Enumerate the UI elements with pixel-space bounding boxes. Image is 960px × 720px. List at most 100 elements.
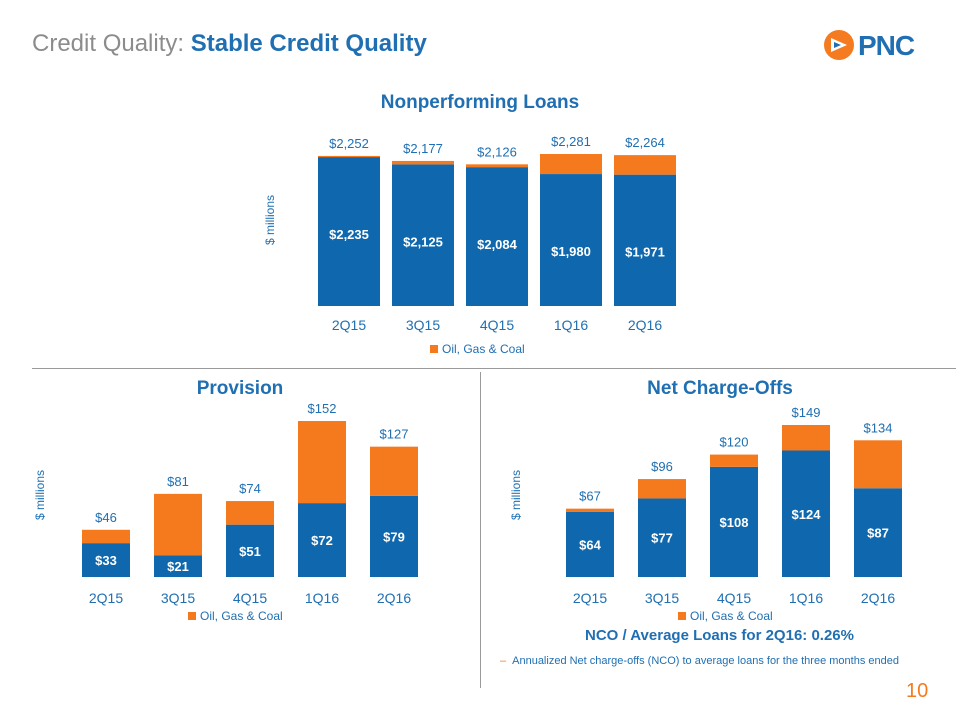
provision-x-tick-3Q15: 3Q15 [161,590,195,606]
nco-bar-core-4Q15 [710,466,758,577]
nco-total-label-1Q16: $149 [792,405,821,420]
provision-bar-oil-4Q15 [226,501,274,525]
npl-bar-core-2Q15 [318,157,380,306]
provision-x-tick-1Q16: 1Q16 [305,590,339,606]
npl-bar-core-2Q16 [614,174,676,306]
nco-chart-title: Net Charge-Offs [647,378,793,399]
nco-core-label-3Q15: $77 [651,531,673,546]
npl-total-label-1Q16: $2,281 [551,134,591,149]
provision-bar-core-2Q15 [82,543,130,577]
pnc-logo-text: PNC [858,30,915,61]
nco-footnote: – Annualized Net charge-offs (NCO) to ave… [500,655,899,667]
provision-total-label-4Q15: $74 [239,481,261,496]
nco-x-tick-4Q15: 4Q15 [717,590,751,606]
nco-core-label-4Q15: $108 [720,515,749,530]
nco-bar-core-3Q15 [638,498,686,577]
npl-core-label-2Q16: $1,971 [625,245,665,260]
nco-total-label-2Q15: $67 [579,489,601,504]
npl-total-label-4Q15: $2,126 [477,144,517,159]
provision-core-label-3Q15: $21 [167,559,189,574]
nco-core-label-2Q16: $87 [867,526,889,541]
provision-y-axis-label: $ millions [33,470,47,520]
nco-legend-swatch [678,612,686,620]
npl-chart-title: Nonperforming Loans [380,92,580,113]
nco-x-tick-2Q15: 2Q15 [573,590,607,606]
provision-legend-swatch [188,612,196,620]
provision-legend-label: Oil, Gas & Coal [200,609,283,623]
npl-legend-swatch [430,345,438,353]
nco-total-label-3Q15: $96 [651,459,673,474]
npl-x-tick-2Q16: 2Q16 [628,317,662,333]
npl-bar-oil-2Q15 [318,155,380,158]
provision-x-tick-4Q15: 4Q15 [233,590,267,606]
provision-total-label-1Q16: $152 [308,401,337,416]
title-prefix: Credit Quality: [32,30,185,57]
npl-total-label-3Q15: $2,177 [403,141,443,156]
footnote-text: Annualized Net charge-offs (NCO) to aver… [512,655,899,667]
nco-ratio-stat: NCO / Average Loans for 2Q16: 0.26% [585,627,854,644]
provision-chart-title: Provision [196,378,284,399]
nco-x-tick-3Q15: 3Q15 [645,590,679,606]
npl-core-label-2Q15: $2,235 [329,227,369,242]
nco-total-label-4Q15: $120 [720,435,749,450]
npl-x-tick-3Q15: 3Q15 [406,317,440,333]
npl-bar-oil-2Q16 [614,155,676,175]
provision-core-label-2Q15: $33 [95,553,117,568]
provision-chart: $ millions $33 $46 2Q15 $21 $81 3Q15 $51 $74 4Q15… [33,401,418,623]
npl-bar-oil-4Q15 [466,164,528,168]
nco-total-label-2Q16: $134 [864,420,893,435]
nco-bar-oil-3Q15 [638,479,686,499]
nco-bar-oil-1Q16 [782,425,830,451]
npl-core-label-4Q15: $2,084 [477,237,518,252]
nco-bar-oil-2Q16 [854,440,902,489]
page-number: 10 [906,680,929,702]
vertical-divider [480,372,481,688]
npl-total-label-2Q16: $2,264 [625,135,665,150]
provision-x-tick-2Q16: 2Q16 [377,590,411,606]
npl-legend-label: Oil, Gas & Coal [442,342,525,356]
nco-bar-core-2Q15 [566,511,614,577]
provision-bar-core-3Q15 [154,555,202,577]
footnote-dash: – [500,655,507,667]
nonperforming-loans-chart: $ millions $2,235 $2,252 2Q15 $2,125 $2,177 3Q… [263,134,676,356]
net-charge-offs-chart: $ millions $64 $67 2Q15 $77 $96 3Q15 $108 $120 4Q… [509,405,902,623]
npl-bar-core-4Q15 [466,167,528,306]
horizontal-divider [32,368,956,369]
provision-bar-core-4Q15 [226,524,274,577]
provision-x-tick-2Q15: 2Q15 [89,590,123,606]
nco-x-tick-1Q16: 1Q16 [789,590,823,606]
npl-y-axis-label: $ millions [263,195,277,245]
npl-core-label-3Q15: $2,125 [403,234,443,249]
provision-total-label-2Q15: $46 [95,510,117,525]
provision-core-label-2Q16: $79 [383,529,405,544]
provision-bar-oil-1Q16 [298,421,346,504]
provision-core-label-4Q15: $51 [239,544,261,559]
nco-bar-oil-4Q15 [710,454,758,467]
npl-x-tick-2Q15: 2Q15 [332,317,366,333]
nco-legend-label: Oil, Gas & Coal [690,609,773,623]
nco-x-tick-2Q16: 2Q16 [861,590,895,606]
provision-bar-oil-2Q16 [370,446,418,496]
provision-core-label-1Q16: $72 [311,533,333,548]
provision-bar-core-1Q16 [298,503,346,577]
nco-bar-core-1Q16 [782,450,830,577]
provision-bar-core-2Q16 [370,495,418,577]
npl-bar-core-1Q16 [540,174,602,306]
nco-core-label-2Q15: $64 [579,537,601,552]
nco-core-label-1Q16: $124 [792,507,822,522]
provision-bar-oil-3Q15 [154,493,202,556]
pnc-logo-icon [824,30,854,60]
npl-bar-core-3Q15 [392,164,454,306]
npl-x-tick-1Q16: 1Q16 [554,317,588,333]
pnc-logo: PNC [822,28,932,64]
slide-title: Credit Quality: Stable Credit Quality [32,30,427,58]
nco-bar-core-2Q16 [854,488,902,577]
npl-bar-oil-3Q15 [392,160,454,165]
provision-total-label-3Q15: $81 [167,474,189,489]
npl-total-label-2Q15: $2,252 [329,136,369,151]
title-main: Stable Credit Quality [190,30,427,57]
nco-bar-oil-2Q15 [566,508,614,512]
npl-core-label-1Q16: $1,980 [551,244,591,259]
npl-x-tick-4Q15: 4Q15 [480,317,514,333]
nco-y-axis-label: $ millions [509,470,523,520]
